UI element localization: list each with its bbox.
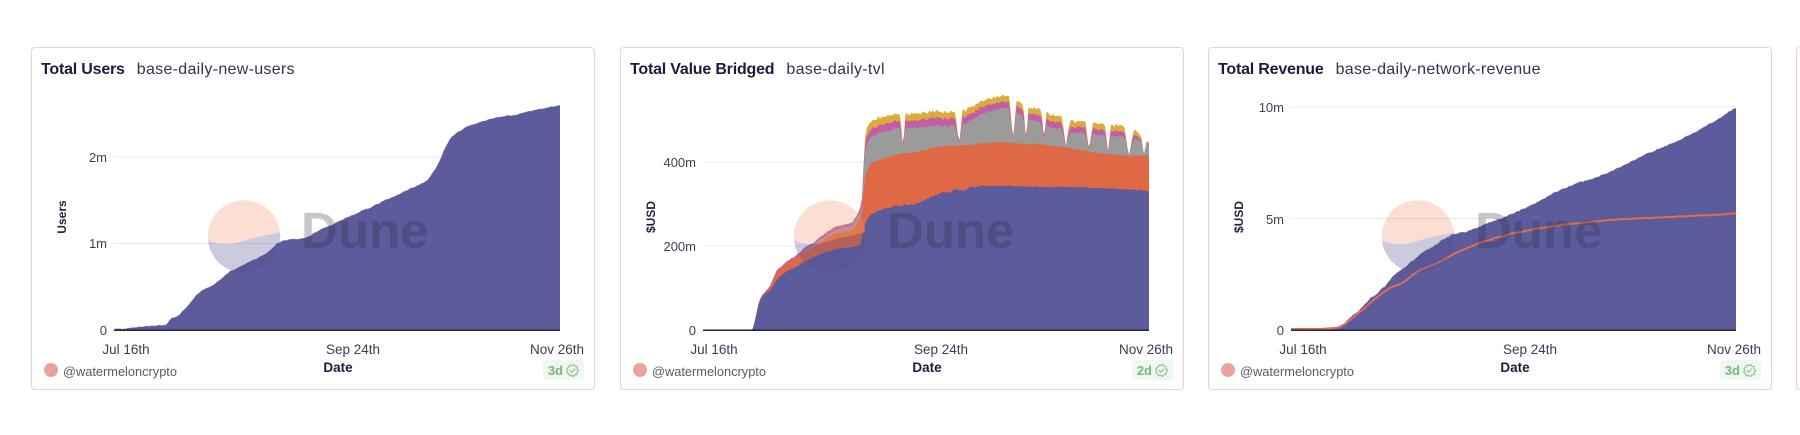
svg-text:Dune: Dune (1475, 202, 1603, 259)
svg-text:Dune: Dune (887, 202, 1015, 259)
svg-text:Dune: Dune (301, 202, 429, 259)
